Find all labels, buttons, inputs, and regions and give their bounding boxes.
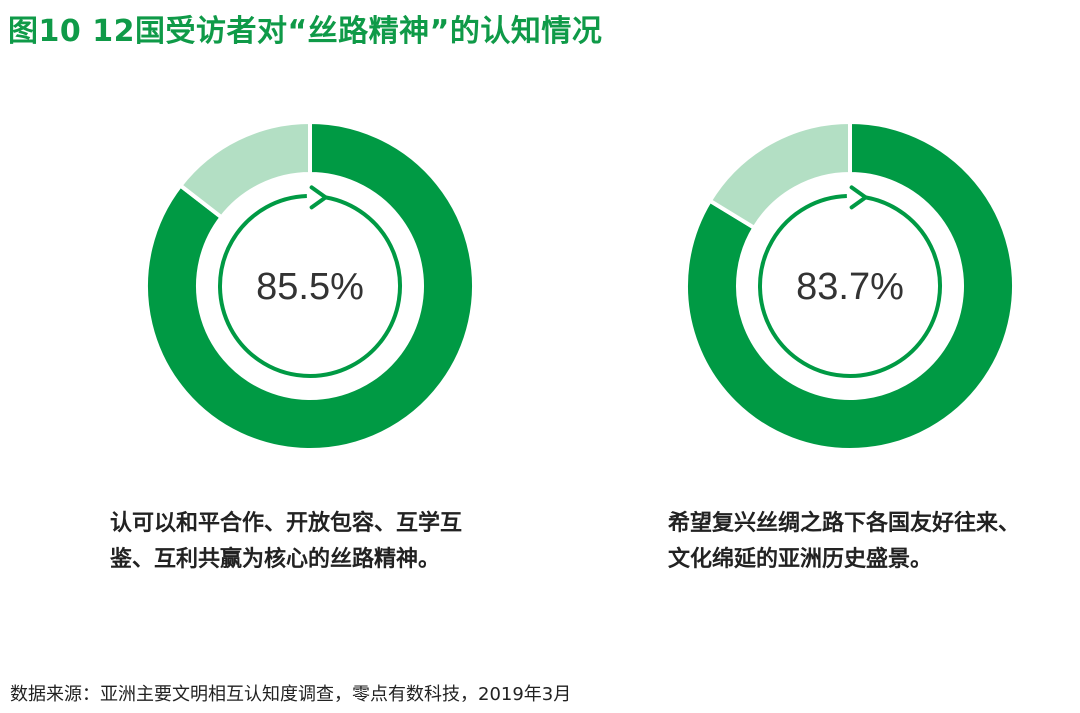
caption-left-line-2: 鉴、互利共赢为核心的丝路精神。 [110,547,441,572]
figure-title: 图10 12国受访者对“丝路精神”的认知情况 [8,14,603,49]
data-source-note: 数据来源：亚洲主要文明相互认知度调查，零点有数科技，2019年3月 [10,684,572,705]
caption-left: 认可以和平合作、开放包容、互学互 鉴、互利共赢为核心的丝路精神。 [110,506,462,578]
donut-chart-left: 85.5% [144,120,476,452]
donut-value-label: 85.5% [256,266,364,308]
donut-slice-main [144,120,476,452]
donut-chart-right: 83.7% [684,120,1016,452]
donut-slice-rest [177,120,312,221]
arrow-head-icon [849,185,868,210]
caption-right: 希望复兴丝绸之路下各国友好往来、 文化绵延的亚洲历史盛景。 [668,506,1020,578]
circular-arrow-icon [218,194,402,378]
caption-left-line-1: 认可以和平合作、开放包容、互学互 [110,511,463,536]
arrow-head-icon [309,185,328,210]
caption-right-line-1: 希望复兴丝绸之路下各国友好往来、 [668,511,1021,536]
caption-right-line-2: 文化绵延的亚洲历史盛景。 [668,547,933,572]
circular-arrow-icon [758,194,942,378]
donut-value-label: 83.7% [796,266,904,308]
donut-slice-main [684,120,1016,452]
donut-slice-rest [707,120,852,231]
